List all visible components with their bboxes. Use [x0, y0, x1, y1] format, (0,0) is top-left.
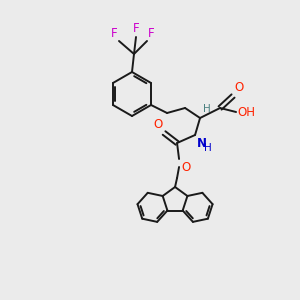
Text: F: F [148, 27, 154, 40]
Text: O: O [234, 81, 243, 94]
Text: O: O [154, 118, 163, 131]
Text: OH: OH [237, 106, 255, 118]
Text: N: N [197, 137, 207, 150]
Text: H: H [203, 104, 211, 114]
Text: F: F [111, 27, 118, 40]
Text: O: O [181, 161, 190, 174]
Text: F: F [133, 22, 139, 35]
Text: H: H [204, 143, 212, 153]
